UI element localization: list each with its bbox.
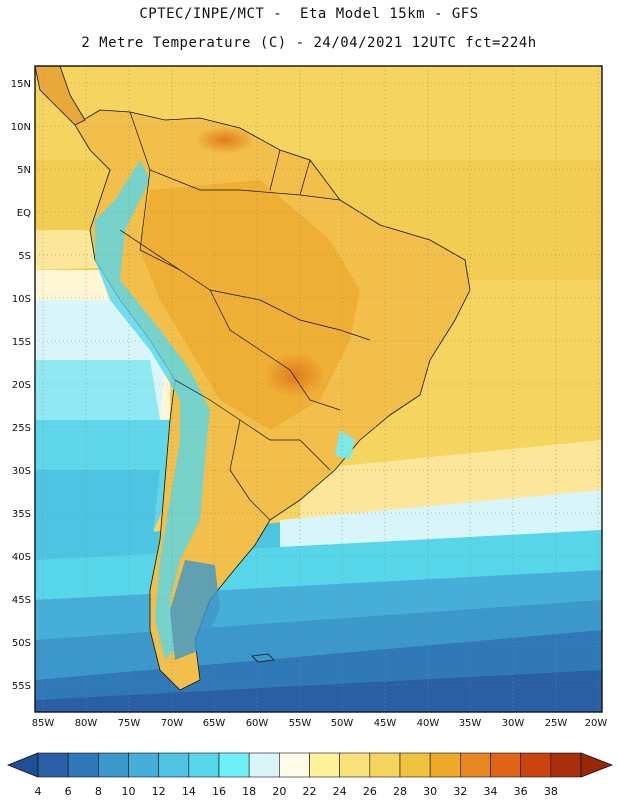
lat-label: 10S: [12, 294, 31, 305]
colorbar-cell: [309, 752, 340, 778]
colorbar-cell: [188, 752, 220, 778]
country-borders: [119, 111, 371, 521]
lat-label: 35S: [12, 509, 31, 520]
colorbar-label: 22: [303, 785, 317, 798]
colorbar-cell: [490, 752, 521, 778]
lat-label: 45S: [12, 595, 31, 606]
colorbar-label: 16: [212, 785, 226, 798]
lat-label: 50S: [12, 638, 31, 649]
colorbar-cell: [128, 752, 159, 778]
colorbar-cell: [460, 752, 491, 778]
lon-label: 70W: [161, 718, 184, 729]
colorbar-cell: [248, 752, 280, 778]
colorbar-cell: [158, 752, 190, 778]
colorbar-label: 32: [453, 785, 467, 798]
chart-title-line-2: 2 Metre Temperature (C) - 24/04/2021 12U…: [81, 35, 537, 51]
colorbar-label: 12: [152, 785, 166, 798]
colorbar-cells: [37, 752, 582, 778]
lon-label: 65W: [203, 718, 226, 729]
lat-label: 5S: [18, 251, 31, 262]
chart-title-line-1: CPTEC/INPE/MCT - Eta Model 15km - GFS: [139, 6, 479, 22]
colorbar-cell: [279, 752, 310, 778]
colorbar-cell: [399, 752, 431, 778]
lon-label: 85W: [32, 718, 55, 729]
lon-label: 45W: [374, 718, 397, 729]
colorbar: 4 6 8 10 12 14 16 18 20 22 24 26 28 30 32 34 36 38: [6, 752, 614, 798]
longitude-labels: 85W 80W 75W 70W 65W 60W 55W 50W 45W 40W …: [32, 718, 608, 729]
colorbar-cell: [520, 752, 552, 778]
temperature-field: [35, 66, 602, 712]
lat-label: 5N: [17, 165, 31, 176]
lon-label: 80W: [75, 718, 98, 729]
colorbar-label: 10: [122, 785, 136, 798]
colorbar-cell: [37, 752, 69, 778]
colorbar-label: 24: [333, 785, 347, 798]
lat-label: 10N: [11, 122, 31, 133]
lon-label: 40W: [417, 718, 440, 729]
lon-label: 60W: [246, 718, 269, 729]
colorbar-label: 28: [393, 785, 407, 798]
lon-label: 55W: [289, 718, 312, 729]
colorbar-label: 4: [35, 785, 42, 798]
colorbar-label: 8: [95, 785, 102, 798]
colorbar-label: 34: [484, 785, 498, 798]
colorbar-cell: [67, 752, 99, 778]
colorbar-label: 26: [363, 785, 377, 798]
colorbar-low-arrow: [6, 752, 39, 778]
lon-label: 35W: [459, 718, 482, 729]
colorbar-cell: [369, 752, 401, 778]
lon-label: 30W: [502, 718, 525, 729]
colorbar-cell: [339, 752, 371, 778]
lat-label: 20S: [12, 380, 31, 391]
colorbar-label: 18: [242, 785, 256, 798]
colorbar-cell: [218, 752, 250, 778]
lat-label: 15N: [11, 79, 31, 90]
lon-label: 25W: [545, 718, 568, 729]
colorbar-label: 38: [544, 785, 558, 798]
lon-label: 50W: [331, 718, 354, 729]
colorbar-label: 36: [514, 785, 528, 798]
lat-label: 40S: [12, 552, 31, 563]
lat-label: EQ: [17, 208, 31, 219]
latitude-labels: 15N 10N 5N EQ 5S 10S 15S 20S 25S 30S 35S…: [11, 79, 31, 692]
colorbar-labels: 4 6 8 10 12 14 16 18 20 22 24 26 28 30 32 34 36 38: [35, 785, 558, 798]
colorbar-label: 20: [272, 785, 286, 798]
temperature-map: 15N 10N 5N EQ 5S 10S 15S 20S 25S 30S 35S…: [11, 65, 608, 729]
colorbar-cell: [550, 752, 582, 778]
colorbar-label: 6: [65, 785, 72, 798]
lat-label: 15S: [12, 337, 31, 348]
colorbar-high-arrow: [580, 752, 614, 778]
colorbar-cell: [429, 752, 461, 778]
map-frame: [34, 65, 603, 713]
lat-label: 25S: [12, 423, 31, 434]
colorbar-cell: [98, 752, 129, 778]
lon-label: 75W: [118, 718, 141, 729]
lat-label: 30S: [12, 466, 31, 477]
colorbar-label: 30: [423, 785, 437, 798]
colorbar-label: 14: [182, 785, 196, 798]
lon-label: 20W: [585, 718, 608, 729]
graticule: [35, 66, 602, 712]
lat-label: 55S: [12, 681, 31, 692]
